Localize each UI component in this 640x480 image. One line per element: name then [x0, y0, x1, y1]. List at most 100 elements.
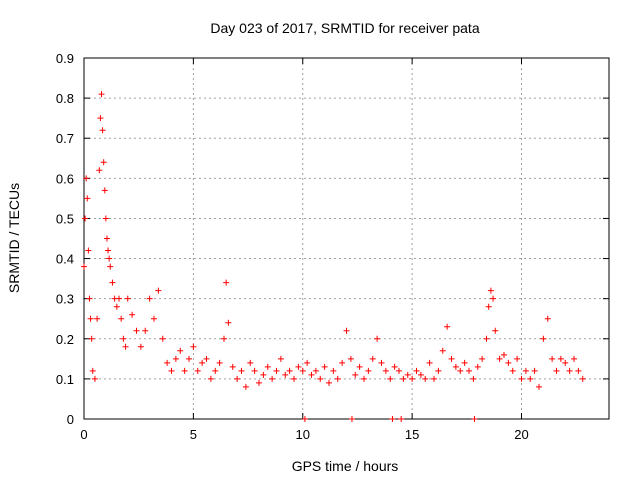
data-point: [260, 371, 267, 378]
data-point: [89, 367, 96, 374]
data-point: [120, 335, 127, 342]
data-point: [522, 367, 529, 374]
data-point: [470, 375, 477, 382]
data-point: [457, 367, 464, 374]
data-point: [378, 359, 385, 366]
data-point: [389, 416, 396, 422]
data-point: [566, 367, 573, 374]
data-point: [317, 375, 324, 382]
data-point: [496, 355, 503, 362]
data-point: [304, 359, 311, 366]
data-point: [439, 347, 446, 354]
data-point: [490, 295, 497, 302]
data-point: [177, 347, 184, 354]
data-point: [137, 343, 144, 350]
data-point: [229, 363, 236, 370]
data-point: [343, 327, 350, 334]
data-point: [347, 355, 354, 362]
data-point: [190, 343, 197, 350]
data-point: [452, 363, 459, 370]
y-tick-label: 0.6: [56, 171, 74, 186]
data-point: [212, 367, 219, 374]
data-point: [116, 295, 122, 302]
data-point: [256, 379, 262, 386]
data-point: [562, 359, 569, 366]
data-point: [238, 367, 245, 374]
data-point: [87, 315, 94, 322]
data-point: [98, 91, 105, 98]
data-point: [221, 335, 227, 342]
data-point: [461, 359, 468, 366]
data-point: [101, 187, 108, 194]
x-tick-label: 0: [80, 427, 87, 442]
data-points: [81, 91, 586, 422]
data-point: [103, 235, 110, 242]
data-point: [536, 383, 542, 390]
data-point: [396, 367, 402, 374]
data-point: [301, 416, 308, 422]
data-point: [444, 323, 451, 330]
data-point: [374, 335, 381, 342]
y-tick-label: 0.2: [56, 332, 74, 347]
y-tick-label: 0.5: [56, 211, 74, 226]
y-axis-label: SRMTID / TECUs: [6, 183, 22, 293]
data-point: [348, 416, 355, 422]
data-point: [242, 383, 249, 390]
data-point: [479, 355, 486, 362]
data-point: [431, 375, 437, 382]
data-point: [509, 367, 516, 374]
data-point: [164, 359, 171, 366]
data-point: [474, 363, 481, 370]
data-point: [369, 355, 376, 362]
data-point: [251, 367, 258, 374]
data-point: [168, 367, 175, 374]
data-point: [330, 367, 337, 374]
y-tick-label: 0.7: [56, 131, 74, 146]
data-point: [124, 295, 131, 302]
data-point: [113, 303, 120, 310]
data-point: [186, 355, 192, 362]
data-point: [133, 327, 140, 334]
data-point: [409, 375, 416, 382]
y-tick-label: 0.1: [56, 372, 74, 387]
data-point: [387, 375, 394, 382]
data-point: [142, 327, 149, 334]
grid-lines: [84, 58, 609, 419]
data-point: [391, 363, 398, 370]
data-point: [579, 375, 586, 382]
data-point: [466, 367, 472, 374]
data-point: [571, 355, 577, 362]
data-point: [105, 247, 112, 254]
data-point: [264, 363, 271, 370]
data-point: [129, 311, 136, 318]
data-point: [291, 375, 297, 382]
data-point: [107, 263, 114, 270]
x-tick-label: 10: [296, 427, 310, 442]
data-point: [527, 375, 534, 382]
y-tick-label: 0: [67, 412, 74, 427]
data-point: [514, 355, 521, 362]
data-point: [99, 127, 106, 134]
data-point: [295, 363, 302, 370]
data-point: [84, 195, 91, 202]
data-point: [88, 335, 95, 342]
data-point: [540, 335, 547, 342]
data-point: [146, 295, 153, 302]
y-tick-label: 0.8: [56, 91, 74, 106]
y-tick-label: 0.3: [56, 292, 74, 307]
plot-frame: [83, 57, 610, 420]
y-tick-label: 0.9: [56, 51, 74, 66]
data-point: [334, 375, 341, 382]
data-point: [216, 359, 223, 366]
data-point: [448, 355, 455, 362]
data-point: [203, 355, 210, 362]
data-point: [299, 367, 306, 374]
data-point: [81, 263, 87, 270]
chart-title: Day 023 of 2017, SRMTID for receiver pat…: [210, 20, 479, 36]
data-point: [553, 367, 560, 374]
data-point: [422, 375, 429, 382]
x-tick-label: 5: [190, 427, 197, 442]
y-tick-label: 0.4: [56, 252, 74, 267]
data-point: [91, 375, 98, 382]
data-point: [485, 303, 492, 310]
